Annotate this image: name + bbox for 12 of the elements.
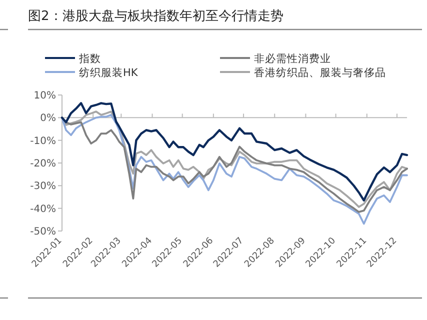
legend-label: 香港纺织品、服装与奢侈品	[254, 66, 386, 79]
y-tick-label: -50%	[30, 226, 56, 238]
y-tick-label: 0%	[40, 113, 56, 124]
y-tick-label: -40%	[30, 204, 56, 215]
y-tick-label: -10%	[30, 136, 56, 147]
y-tick-label: -30%	[30, 181, 56, 192]
y-tick-label: -20%	[30, 158, 56, 170]
chart-title: 图2：港股大盘与板块指数年初至今行情走势	[28, 9, 284, 24]
legend-label: 非必需性消费业	[254, 52, 331, 65]
legend-label: 纺织服装HK	[79, 66, 139, 79]
y-tick-label: 10%	[34, 90, 56, 102]
legend-label: 指数	[78, 53, 101, 65]
